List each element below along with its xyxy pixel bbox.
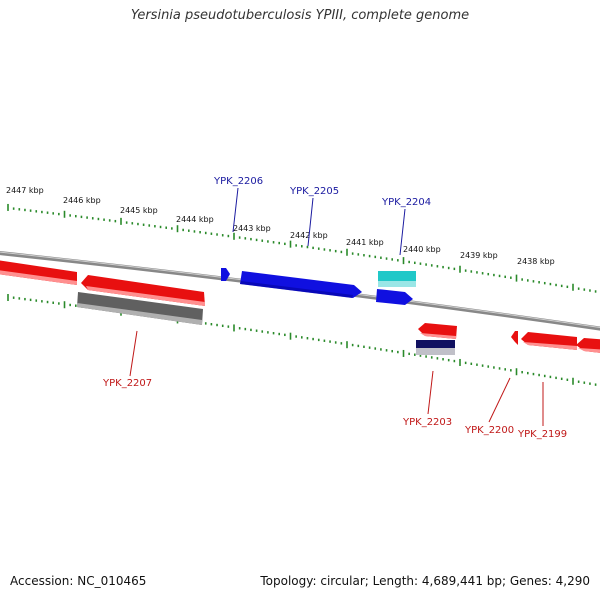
gene-ypk-2198[interactable] bbox=[576, 338, 600, 354]
map-title: Yersinia pseudotuberculosis YPIII, compl… bbox=[130, 8, 470, 23]
scale-label: 2443 kbp bbox=[233, 224, 271, 233]
leader-line bbox=[488, 377, 511, 423]
scale-label: 2445 kbp bbox=[120, 206, 158, 215]
leader-line bbox=[129, 330, 138, 377]
leader-line bbox=[427, 370, 434, 415]
feature-ypk-2207[interactable] bbox=[77, 292, 203, 325]
scale-label: 2447 kbp bbox=[6, 186, 44, 195]
gene-label-ypk-2206[interactable]: YPK_2206 bbox=[213, 176, 263, 187]
gene-ypk-2199[interactable] bbox=[521, 332, 577, 350]
scale-label: 2441 kbp bbox=[346, 238, 384, 247]
gene-label-ypk-2207[interactable]: YPK_2207 bbox=[102, 378, 152, 389]
outer-scale-ticks bbox=[7, 203, 597, 293]
gene-label-ypk-2200[interactable]: YPK_2200 bbox=[464, 425, 514, 436]
accession-text: Accession: NC_010465 bbox=[10, 574, 147, 588]
feature-ypk-2204[interactable] bbox=[378, 271, 416, 287]
leader-line bbox=[307, 197, 314, 247]
gene-ypk-2208[interactable] bbox=[0, 259, 77, 285]
gene-ypk-2206[interactable] bbox=[221, 268, 230, 281]
gene-ypk-2207[interactable] bbox=[81, 275, 205, 306]
scale-label: 2440 kbp bbox=[403, 245, 441, 254]
scale-label: 2438 kbp bbox=[517, 257, 555, 266]
leader-line bbox=[232, 187, 239, 233]
scale-label: 2444 kbp bbox=[176, 215, 214, 224]
gene-ypk-2203[interactable] bbox=[418, 323, 457, 339]
scale-label: 2439 kbp bbox=[460, 251, 498, 260]
gene-ypk-2200[interactable] bbox=[511, 331, 518, 345]
topology-summary: Topology: circular; Length: 4,689,441 bp… bbox=[260, 574, 590, 588]
leader-line bbox=[399, 208, 406, 256]
gene-label-ypk-2203[interactable]: YPK_2203 bbox=[402, 417, 452, 428]
gene-label-ypk-2205[interactable]: YPK_2205 bbox=[289, 186, 339, 197]
gene-ypk-2204-cds[interactable] bbox=[376, 289, 413, 305]
feature-ypk-2203[interactable] bbox=[416, 340, 455, 355]
gene-ypk-2205[interactable] bbox=[240, 271, 362, 298]
scale-label: 2446 kbp bbox=[63, 196, 101, 205]
gene-label-ypk-2199[interactable]: YPK_2199 bbox=[517, 429, 567, 440]
gene-label-ypk-2204[interactable]: YPK_2204 bbox=[381, 197, 431, 208]
